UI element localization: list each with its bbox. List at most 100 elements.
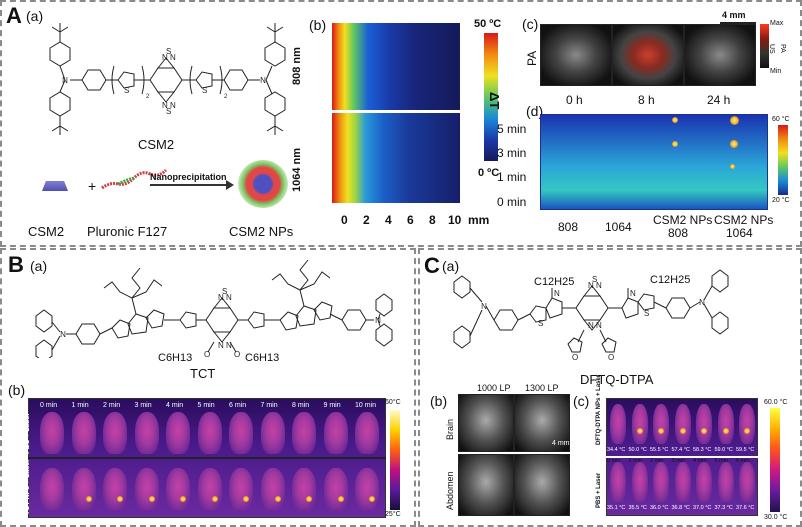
b-time-label: 0 min <box>40 402 58 409</box>
d-colorbar <box>778 125 788 195</box>
brain-1000lp <box>458 394 514 452</box>
panel-b-frame <box>0 248 416 527</box>
b-mouse-thermal <box>166 468 190 510</box>
pa-cbar-pa: PA <box>779 44 786 53</box>
c-mouse-thermal <box>631 462 648 502</box>
cbar-delta-t: ΔT <box>487 92 502 110</box>
pa-time-24h: 24 h <box>707 93 731 107</box>
b-mouse-thermal <box>292 412 316 454</box>
c-b-row1: Brain <box>445 418 455 440</box>
xtick-0: 0 <box>341 213 348 227</box>
abdomen-1300lp <box>514 454 570 516</box>
b-time-label: 3 min <box>134 402 152 409</box>
b-cbar-bottom: 25°C <box>385 511 401 518</box>
svg-text:S: S <box>202 86 207 95</box>
d-col-np1064-l1: CSM2 NPs <box>714 213 774 227</box>
c-tumor-hotspot <box>701 428 707 434</box>
svg-text:N: N <box>170 101 176 110</box>
svg-text:O: O <box>572 353 578 362</box>
svg-text:S: S <box>166 107 171 116</box>
b-mouse-thermal <box>323 468 348 510</box>
heat-strip-808 <box>332 23 460 110</box>
product-label: CSM2 NPs <box>229 224 294 239</box>
panel-a-sub-a: (a) <box>26 8 44 24</box>
c-cbar-top: 60.0 °C <box>764 399 788 406</box>
b-tumor-hotspot <box>180 496 186 502</box>
tct-alkoxy-right: C6H13 <box>245 352 280 364</box>
svg-text:N: N <box>62 76 68 85</box>
panel-c-sub-a: (a) <box>442 258 460 274</box>
b-mouse-thermal <box>71 412 96 454</box>
svg-text:N: N <box>588 281 594 290</box>
thermal-row-divider <box>28 457 386 459</box>
tct-alkoxy-left: C6H13 <box>158 352 193 364</box>
panel-a-frame <box>0 0 802 247</box>
c-grid-label: 58.3 °C <box>693 447 712 453</box>
pa-colorbar <box>760 24 769 68</box>
c-mouse-thermal <box>696 462 712 502</box>
b-mouse-thermal <box>292 468 316 510</box>
svg-text:N: N <box>596 281 602 290</box>
pa-scale-text: 4 mm <box>722 10 746 20</box>
row-808nm-label: 808 nm <box>291 47 303 85</box>
pluronic-chain-icon <box>101 168 168 190</box>
d-col-1064: 1064 <box>605 220 632 234</box>
svg-text:N: N <box>554 289 560 298</box>
svg-text:O: O <box>608 353 614 362</box>
xtick-6: 6 <box>407 213 414 227</box>
dftq-label: DFTQ-DTPA <box>580 372 654 387</box>
svg-text:S: S <box>222 287 227 296</box>
svg-text:N: N <box>218 341 224 350</box>
svg-text:O: O <box>204 350 210 358</box>
b-tumor-hotspot <box>85 496 92 502</box>
panel-a-sub-c: (c) <box>522 16 539 32</box>
thermal-grid-d <box>540 114 768 210</box>
panel-c-sub-c: (c) <box>573 393 590 409</box>
svg-text:N: N <box>630 289 636 298</box>
hotspot-4 <box>730 140 738 148</box>
pa-cbar-max: Max <box>770 20 784 27</box>
c-mouse-thermal <box>610 404 626 444</box>
b-time-label: 8 min <box>292 402 310 409</box>
c-b-col2: 1300 LP <box>525 383 559 393</box>
c-mouse-thermal <box>717 462 734 502</box>
c-mouse-thermal <box>717 404 734 444</box>
svg-text:N: N <box>162 53 168 62</box>
b-tumor-hotspot <box>148 496 155 502</box>
c-grid-label: 35.5 °C <box>628 505 647 511</box>
hotspot-2 <box>730 116 739 125</box>
c-tumor-hotspot <box>722 428 729 434</box>
c-mouse-thermal <box>653 404 669 444</box>
c-grid-label: 37.6 °C <box>736 505 755 511</box>
svg-text:O: O <box>234 350 240 358</box>
c-row-divider <box>606 456 758 458</box>
pa-cbar-min: Min <box>770 68 782 75</box>
svg-text:N: N <box>699 298 705 307</box>
dftq-alkyl-right: C12H25 <box>650 274 691 286</box>
panel-c-letter: C <box>424 253 440 278</box>
panel-b-sub-b: (b) <box>8 382 26 398</box>
b-mouse-thermal <box>355 412 379 454</box>
c-grid-label: 1 min <box>628 458 642 464</box>
d-col-np808-l2: 808 <box>668 226 689 240</box>
b-tumor-hotspot <box>337 496 344 502</box>
c-grid-label: 37.0 °C <box>693 505 712 511</box>
b-mouse-thermal <box>260 412 285 454</box>
b-row2-label: TCT-NPs + Laser <box>24 459 31 515</box>
b-mouse-thermal <box>355 468 379 510</box>
c-grid-label: 6 min <box>736 458 750 464</box>
reaction-arrow <box>150 184 228 186</box>
brain-1300lp <box>514 394 570 452</box>
c-mouse-thermal <box>674 404 691 444</box>
csm2-label: CSM2 <box>138 137 175 152</box>
b-mouse-thermal <box>40 412 64 454</box>
pa-scale-bar <box>720 22 756 24</box>
b-tumor-hotspot <box>306 496 312 502</box>
d-cbar-top: 60 °C <box>772 116 790 123</box>
pa-image-8h <box>612 24 684 86</box>
b-mouse-thermal <box>260 468 285 510</box>
b-mouse-thermal <box>323 412 348 454</box>
c-b-col1: 1000 LP <box>477 383 511 393</box>
